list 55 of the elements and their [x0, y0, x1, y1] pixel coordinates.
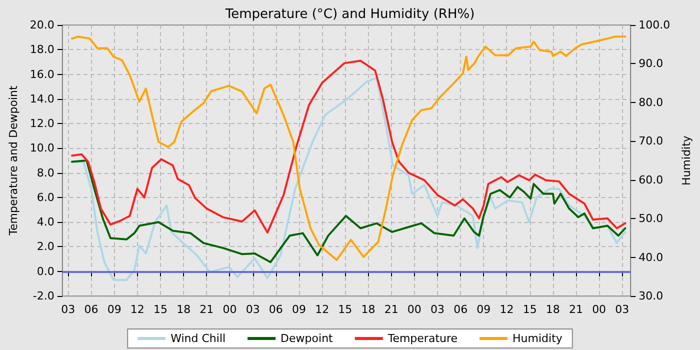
- y2-tick-label: 70.0: [638, 134, 664, 148]
- x-tick-label: 03: [61, 303, 76, 316]
- x-tick-label: 12: [500, 303, 514, 316]
- y-tick-label: 16.0: [30, 68, 54, 81]
- x-tick-label: 06: [268, 303, 283, 316]
- x-tick-label: 15: [338, 303, 352, 316]
- x-tick-label: 09: [476, 303, 491, 316]
- x-tick-label: 21: [384, 303, 398, 316]
- line-series: [71, 60, 626, 234]
- x-tick-label: 18: [361, 303, 376, 316]
- x-tick-label: 12: [315, 303, 330, 316]
- x-tick-label: 12: [130, 303, 144, 316]
- x-tick-label: 21: [568, 303, 583, 316]
- y2-tick-label: 80.0: [638, 96, 664, 109]
- x-tick-label: 06: [454, 303, 468, 316]
- x-tick-label: 09: [107, 303, 122, 316]
- x-tick-label: 03: [615, 303, 630, 316]
- y-tick-label: 20.0: [30, 18, 54, 32]
- x-tick-label: 09: [292, 303, 306, 316]
- y-tick-label: 18.0: [30, 43, 54, 56]
- y-axis-title: Temperature and Dewpoint: [7, 84, 20, 236]
- y-tick-label: 0.0: [36, 264, 54, 278]
- x-tick-label: 06: [84, 303, 98, 316]
- y2-tick-label: 60.0: [638, 173, 664, 186]
- y-tick-label: 14.0: [30, 92, 54, 106]
- y2-tick-label: 40.0: [638, 250, 664, 264]
- y2-tick-label: 50.0: [638, 212, 664, 226]
- y-tick-label: 4.0: [36, 216, 54, 229]
- x-tick-label: 21: [200, 303, 214, 316]
- y2-tick-label: 100.0: [638, 18, 670, 32]
- line-series: [71, 160, 626, 264]
- x-tick-label: 15: [153, 303, 168, 316]
- y-tick-label: 12.0: [30, 117, 54, 130]
- chart-title: Temperature (°C) and Humidity (RH%): [224, 7, 475, 22]
- y-tick-label: 8.0: [36, 166, 54, 180]
- line-series: [71, 36, 626, 261]
- y2-tick-label: 90.0: [638, 57, 664, 70]
- x-tick-label: 18: [176, 303, 191, 316]
- legend-label: Humidity: [512, 332, 563, 345]
- y2-tick-label: 30.0: [638, 290, 664, 302]
- y-tick-label: -2.0: [32, 290, 54, 302]
- y2-axis-title: Humidity: [680, 135, 693, 186]
- x-tick-label: 00: [407, 303, 422, 316]
- legend-label: Dewpoint: [280, 332, 334, 345]
- legend-label: Wind Chill: [170, 332, 226, 345]
- x-tick-label: 00: [592, 303, 606, 316]
- x-tick-label: 00: [222, 303, 237, 316]
- x-tick-label: 15: [522, 303, 537, 316]
- x-tick-label: 03: [430, 303, 444, 316]
- y-tick-label: 10.0: [30, 142, 54, 155]
- y-tick-label: 6.0: [36, 190, 54, 204]
- x-tick-label: 18: [546, 303, 560, 316]
- y-tick-label: 2.0: [36, 240, 54, 254]
- x-tick-label: 03: [246, 303, 260, 316]
- legend-label: Temperature: [386, 332, 458, 345]
